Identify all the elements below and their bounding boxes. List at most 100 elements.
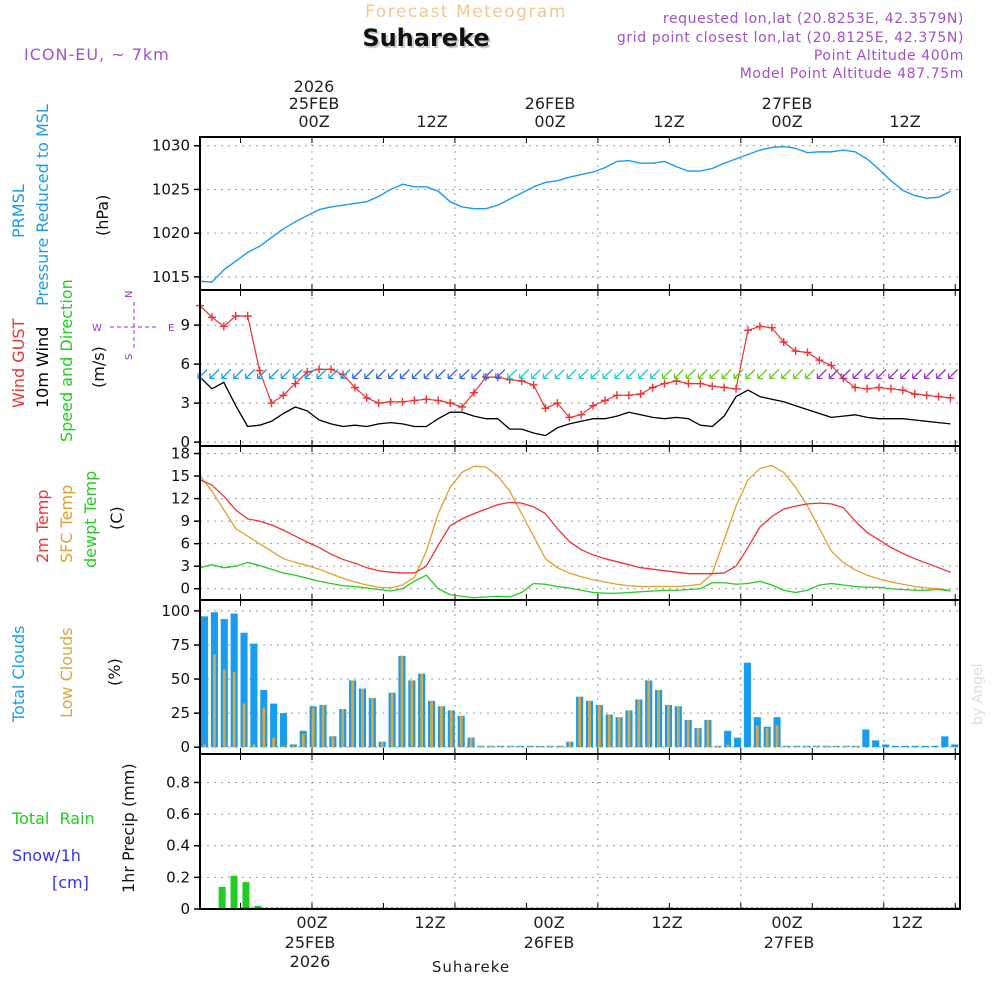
total-rain-label: Total Rain <box>11 809 95 828</box>
wind-ytick-label-2: 6 <box>180 355 190 373</box>
wind-gust-marker <box>219 322 228 331</box>
wind-direction-arrow <box>697 369 708 380</box>
wind-direction-arrow <box>745 369 756 380</box>
wind-gust-marker <box>255 366 264 375</box>
dewpoint-line <box>199 561 951 599</box>
wind-gust-marker <box>696 379 705 388</box>
wind-direction-arrow <box>364 369 375 380</box>
low-cloud-bar <box>321 704 325 748</box>
low-cloud-bar <box>479 745 483 748</box>
wind-direction-arrow <box>852 369 863 380</box>
low-cloud-bar <box>824 745 828 748</box>
wind-direction-arrow <box>935 369 947 380</box>
wind-direction-arrow <box>280 369 291 380</box>
low-cloud-bar <box>726 744 730 748</box>
wind-direction-arrow <box>602 369 613 380</box>
low-cloud-bar <box>607 714 611 748</box>
top-day-label-1: 25FEB <box>289 94 340 113</box>
wind-direction-arrow <box>578 369 589 380</box>
wind-gust-marker <box>243 312 252 320</box>
requested-coords: requested lon,lat (20.8253E, 42.3579N) <box>663 11 964 27</box>
low-cloud-bar <box>213 654 216 748</box>
wind-gust-line <box>199 305 951 418</box>
wind-direction-arrow <box>650 369 661 380</box>
temp-sfc-label: SFC Temp <box>57 485 76 563</box>
wind-gust-marker <box>541 404 550 413</box>
total-cloud-bar <box>911 745 919 748</box>
temperature-ytick-label-5: 15 <box>171 467 190 485</box>
wind-direction-arrow <box>423 369 434 380</box>
total-cloud-bar <box>201 616 209 748</box>
low-cloud-bar <box>282 745 285 748</box>
wind-gust-marker <box>708 382 717 391</box>
snow-unit-label: [cm] <box>52 873 89 892</box>
low-cloud-bar <box>311 707 315 748</box>
low-cloud-bar <box>341 709 345 748</box>
total-cloud-bar <box>931 745 939 748</box>
low-cloud-bar <box>440 706 443 748</box>
precip-ytick-label-1: 0.2 <box>166 868 190 886</box>
wind-gust-marker <box>529 380 538 389</box>
cloud-unit-label: (%) <box>105 658 124 686</box>
bottom-hour-label-2: 12Z <box>414 913 445 932</box>
bottom-day-label-3: 27FEB <box>764 933 815 952</box>
temp-2m-label: 2m Temp <box>33 490 52 564</box>
pressure-frame <box>199 136 961 291</box>
wind-direction-arrow <box>328 369 339 380</box>
pressure-name-label: PRMSL <box>9 184 28 238</box>
low-cloud-bar <box>538 745 542 748</box>
wind-gust-marker <box>863 384 872 393</box>
low-cloud-bar <box>805 745 809 748</box>
wind-gust-marker <box>458 403 467 411</box>
total-cloud-bar <box>921 745 929 748</box>
top-day-label-2: 26FEB <box>525 94 576 113</box>
total-cloud-bar <box>250 643 258 748</box>
rain-bar <box>242 882 250 909</box>
wind-direction-arrow <box>459 369 470 380</box>
snow-label: Snow/1h <box>12 846 81 865</box>
clouds-ytick-label-3: 75 <box>171 636 190 654</box>
total-cloud-bar <box>724 730 732 748</box>
wind-gust-marker <box>803 348 812 357</box>
low-cloud-bar <box>558 745 562 748</box>
wind-direction-arrow <box>209 369 220 380</box>
low-cloud-bar <box>755 725 759 748</box>
direction-label: Speed and Direction <box>57 279 76 442</box>
low-cloud-bar <box>509 745 512 748</box>
clouds-ytick-label-4: 100 <box>161 602 190 620</box>
wind-direction-arrow <box>590 369 601 380</box>
wind-direction-arrow <box>256 369 268 380</box>
low-cloud-bar <box>854 745 858 748</box>
top-hour-label-2: 12Z <box>416 112 447 131</box>
pressure-ytick-label-0: 1015 <box>152 268 190 286</box>
wind-gust-marker <box>874 383 883 392</box>
wind-panel: 0 3 6 9 <box>180 289 961 451</box>
credit-watermark: by Angel <box>970 664 986 725</box>
wind-direction-arrow <box>483 369 494 380</box>
wind-gust-marker <box>565 413 574 422</box>
wind-gust-marker <box>469 388 478 397</box>
wind-direction-arrow <box>435 369 446 380</box>
wind-gust-marker <box>577 410 586 419</box>
total-cloud-bar <box>270 703 278 748</box>
total-cloud-bar <box>733 737 742 748</box>
total-cloud-bar <box>279 713 288 748</box>
low-cloud-bar <box>430 700 433 748</box>
temp-unit-label: (C) <box>107 506 126 530</box>
wind-direction-arrow <box>792 369 804 380</box>
wind-gust-marker <box>350 383 359 392</box>
chart-title: Forecast Meteogram <box>365 2 567 22</box>
low-cloud-bar <box>390 692 394 748</box>
bottom-day-label-2: 26FEB <box>524 933 575 952</box>
wind-label: 10m Wind <box>33 327 52 408</box>
top-hour-label-5: 00Z <box>771 112 802 131</box>
wind-direction-arrow <box>554 369 565 380</box>
top-year-label: 2026 <box>294 77 335 96</box>
top-hour-label-4: 12Z <box>653 112 684 131</box>
low-cloud-bar <box>676 706 680 748</box>
low-cloud-bar <box>449 710 453 748</box>
temperature-ytick-label-3: 9 <box>180 512 190 530</box>
low-cloud-bar <box>262 707 266 748</box>
wind-direction-arrow <box>661 369 673 380</box>
low-cloud-bar <box>252 744 256 748</box>
